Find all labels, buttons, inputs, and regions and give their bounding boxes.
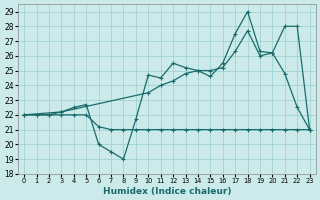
X-axis label: Humidex (Indice chaleur): Humidex (Indice chaleur) — [103, 187, 231, 196]
